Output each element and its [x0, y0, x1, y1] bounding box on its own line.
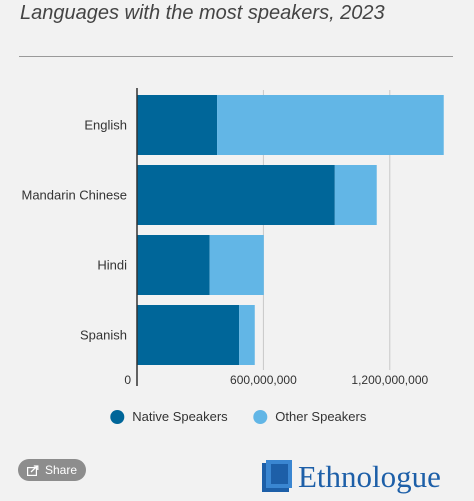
bar-native-speakers	[137, 305, 240, 365]
ethnologue-logo[interactable]: Ethnologue	[262, 460, 441, 492]
x-tick-label: 1,200,000,000	[351, 373, 428, 387]
bar-native-speakers	[137, 235, 210, 295]
chart-title: Languages with the most speakers, 2023	[20, 2, 385, 24]
bar-other-speakers	[217, 95, 444, 155]
share-icon	[26, 464, 39, 476]
x-tick-label: 0	[124, 373, 131, 387]
category-label: Spanish	[80, 328, 127, 343]
legend-label: Other Speakers	[275, 409, 367, 424]
brand-name: Ethnologue	[298, 458, 441, 494]
bar-chart: 0 600,000,000 1,200,000,000 English Mandarin…	[21, 88, 444, 424]
bar-native-speakers	[137, 95, 218, 155]
x-tick-label: 600,000,000	[230, 373, 297, 387]
category-label: English	[84, 118, 127, 133]
category-label: Mandarin Chinese	[21, 188, 127, 203]
legend-label: Native Speakers	[132, 409, 228, 424]
share-label: Share	[44, 463, 78, 477]
bar-native-speakers	[137, 165, 335, 225]
bar-other-speakers	[239, 305, 255, 365]
legend-swatch	[110, 410, 125, 424]
bar-other-speakers	[209, 235, 264, 295]
title-divider	[19, 56, 453, 57]
share-button[interactable]: Share	[18, 459, 86, 481]
legend-swatch	[253, 410, 268, 424]
ethnologue-logo-mark	[262, 460, 292, 492]
category-label: Hindi	[97, 258, 127, 273]
bar-other-speakers	[334, 165, 377, 225]
